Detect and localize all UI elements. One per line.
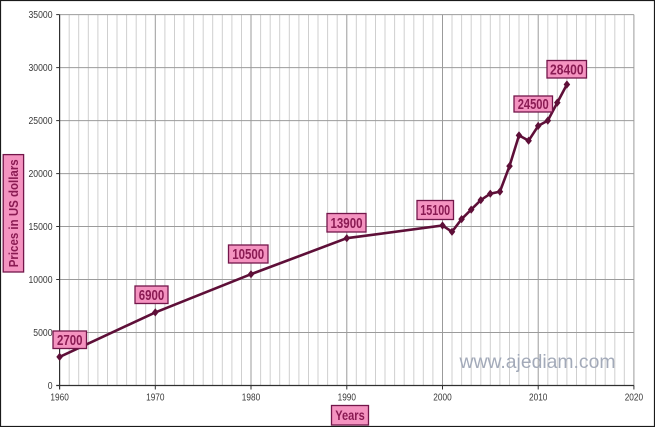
svg-text:Years: Years (335, 407, 365, 423)
svg-text:2700: 2700 (57, 333, 83, 349)
svg-text:10500: 10500 (232, 247, 264, 263)
svg-text:1970: 1970 (146, 392, 165, 403)
svg-text:30000: 30000 (29, 63, 53, 74)
svg-text:15100: 15100 (420, 203, 450, 219)
svg-text:20000: 20000 (29, 169, 53, 180)
svg-text:24500: 24500 (518, 97, 549, 113)
svg-text:10000: 10000 (29, 275, 53, 286)
svg-text:2020: 2020 (625, 392, 644, 403)
svg-text:25000: 25000 (29, 116, 53, 127)
svg-text:1980: 1980 (242, 392, 261, 403)
svg-text:0: 0 (48, 381, 53, 392)
svg-text:2010: 2010 (529, 392, 548, 403)
svg-text:2000: 2000 (433, 392, 452, 403)
svg-text:5000: 5000 (33, 328, 53, 339)
svg-text:6900: 6900 (139, 288, 165, 304)
svg-text:13900: 13900 (331, 216, 363, 232)
svg-text:www.ajediam.com: www.ajediam.com (459, 351, 616, 373)
svg-text:1960: 1960 (50, 392, 69, 403)
svg-text:Prices in US dollars: Prices in US dollars (6, 159, 21, 267)
svg-text:1990: 1990 (338, 392, 357, 403)
svg-text:28400: 28400 (550, 62, 584, 78)
svg-text:15000: 15000 (29, 222, 53, 233)
svg-text:35000: 35000 (29, 10, 53, 21)
